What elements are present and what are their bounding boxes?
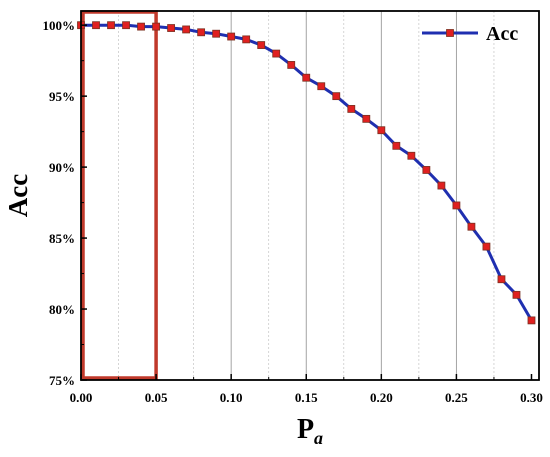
data-point bbox=[407, 151, 416, 160]
plot-frame bbox=[80, 10, 540, 381]
data-point bbox=[287, 61, 296, 69]
data-point bbox=[362, 114, 371, 123]
data-point bbox=[272, 49, 281, 58]
x-axis-label-subscript: a bbox=[314, 428, 323, 448]
x-tick-label: 0.15 bbox=[295, 390, 318, 405]
y-tick-label: 95% bbox=[49, 89, 75, 104]
data-point bbox=[527, 316, 536, 325]
data-point bbox=[347, 105, 356, 113]
x-tick-label: 0.00 bbox=[70, 390, 93, 405]
legend-marker-swatch bbox=[446, 29, 454, 37]
y-tick-label: 100% bbox=[43, 18, 76, 33]
y-axis-label: Acc bbox=[3, 174, 33, 217]
data-point bbox=[452, 201, 461, 210]
x-tick-label: 0.05 bbox=[145, 390, 168, 405]
highlight-layer bbox=[81, 10, 158, 380]
ticks-layer: 0.00 0.05 0.10 0.15 0.20 0.25 0.30 75% 80% 85% 90%… bbox=[43, 18, 543, 405]
x-tick-label: 0.10 bbox=[220, 390, 243, 405]
data-point bbox=[497, 275, 506, 284]
legend-label: Acc bbox=[486, 23, 518, 45]
data-point bbox=[152, 22, 160, 31]
data-point bbox=[422, 166, 431, 174]
x-axis-label: Pa bbox=[297, 414, 323, 448]
data-point bbox=[242, 35, 251, 44]
data-point bbox=[437, 181, 446, 190]
data-point bbox=[257, 41, 266, 49]
data-point bbox=[182, 25, 191, 34]
data-point bbox=[92, 21, 100, 30]
grid-layer bbox=[118, 11, 495, 380]
data-point bbox=[512, 290, 521, 299]
y-tick-label: 80% bbox=[49, 302, 75, 317]
data-point bbox=[332, 92, 341, 101]
data-point bbox=[467, 222, 476, 231]
data-point bbox=[302, 73, 311, 82]
data-point bbox=[482, 242, 491, 251]
labels-layer: Acc Pa bbox=[3, 174, 323, 448]
data-point bbox=[137, 22, 145, 31]
data-point bbox=[107, 21, 115, 30]
data-point bbox=[212, 29, 221, 38]
y-tick-label: 85% bbox=[49, 231, 75, 246]
data-point bbox=[122, 21, 130, 30]
data-point bbox=[317, 82, 326, 91]
data-point bbox=[197, 28, 206, 37]
x-tick-label: 0.30 bbox=[520, 390, 543, 405]
highlight-box bbox=[81, 10, 158, 380]
legend: Acc bbox=[422, 23, 518, 45]
x-tick-label: 0.20 bbox=[370, 390, 393, 405]
data-point bbox=[392, 141, 401, 150]
data-point bbox=[377, 126, 386, 135]
y-tick-label: 75% bbox=[49, 373, 75, 388]
y-tick-label: 90% bbox=[49, 160, 75, 175]
data-point bbox=[227, 32, 236, 41]
data-point bbox=[167, 24, 175, 32]
x-tick-label: 0.25 bbox=[445, 390, 468, 405]
x-axis-label-main: P bbox=[297, 414, 314, 445]
